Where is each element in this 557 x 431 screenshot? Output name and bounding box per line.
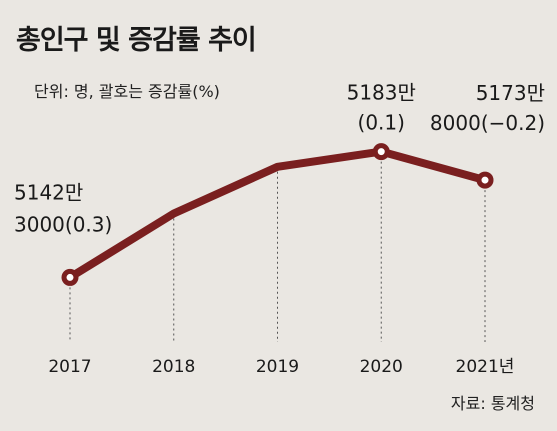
data-label-0-line1: 5142만: [14, 180, 83, 204]
data-point-marker-0: [61, 268, 79, 286]
data-label-0-line2: 3000(0.3): [14, 212, 112, 236]
data-point-marker-3: [372, 143, 390, 161]
data-point-marker-4: [476, 171, 494, 189]
x-tick-label-3: 2020: [360, 357, 403, 377]
series-line-population: [66, 147, 489, 282]
data-label-3-line1: 5183만: [347, 81, 416, 105]
source-note: 자료: 통계청: [450, 394, 535, 413]
x-tick-label-1: 2018: [152, 357, 195, 377]
data-labels: 5142만 3000(0.3) 5183만 (0.1) 5173만 8000(−0.2): [14, 81, 545, 237]
guide-lines: [69, 151, 486, 342]
x-tick-labels: 2017 2018 2019 2020 2021년: [48, 357, 514, 377]
unit-note: 단위: 명, 괄호는 증감률(%): [34, 82, 220, 101]
data-label-4-line1: 5173만: [476, 81, 545, 105]
x-tick-label-2: 2019: [256, 357, 299, 377]
x-tick-label-4: 2021년: [456, 357, 515, 377]
x-tick-label-0: 2017: [48, 357, 91, 377]
point-markers: [61, 143, 494, 286]
chart-title: 총인구 및 증감률 추이: [16, 25, 257, 56]
data-label-4-line2: 8000(−0.2): [430, 111, 545, 135]
data-label-3-line2: (0.1): [358, 111, 405, 135]
